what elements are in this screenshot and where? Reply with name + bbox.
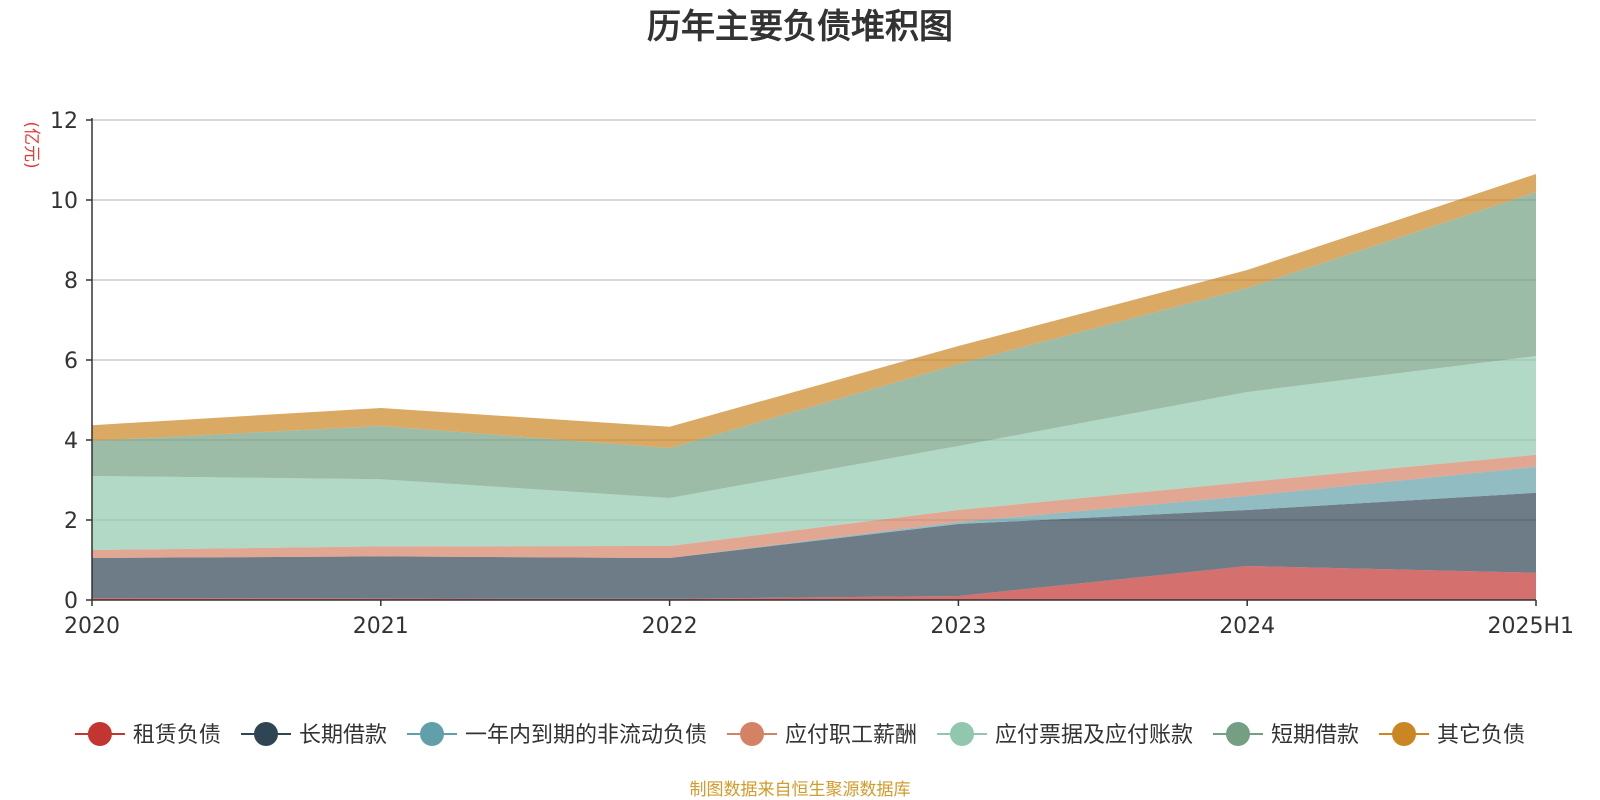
x-tick-label: 2021	[353, 614, 409, 639]
legend-item-3[interactable]: 应付职工薪酬	[727, 722, 917, 748]
y-tick-label: 2	[64, 509, 78, 534]
y-tick-label: 8	[64, 269, 78, 294]
legend-marker-icon	[950, 722, 974, 746]
legend-item-1[interactable]: 长期借款	[241, 722, 387, 748]
area-series-6	[92, 174, 1536, 448]
x-tick-label: 2023	[930, 614, 986, 639]
legend-item-2[interactable]: 一年内到期的非流动负债	[407, 722, 707, 748]
x-tick-label: 2020	[64, 614, 120, 639]
legend-label: 一年内到期的非流动负债	[465, 723, 707, 748]
axes	[86, 118, 1537, 606]
y-tick-label: 6	[64, 349, 78, 374]
legend-marker-icon	[87, 722, 112, 746]
legend-item-6[interactable]: 其它负债	[1379, 722, 1525, 748]
legend-label: 租赁负债	[133, 723, 221, 748]
y-axis-unit-label: (亿元)	[21, 121, 41, 168]
x-tick-label: 2024	[1219, 614, 1275, 639]
area-series-0	[92, 566, 1536, 600]
chart-title: 历年主要负债堆积图	[647, 7, 953, 47]
legend-marker-icon	[420, 722, 444, 746]
legend-marker-icon	[1226, 722, 1250, 746]
legend: 租赁负债 长期借款 一年内到期的非流动负债 应付职工薪酬 应付票据及应付账款 短期借款 其它…	[74, 722, 1525, 748]
legend-marker-icon	[1392, 722, 1416, 746]
y-axis-ticks: 0 2 4 6 8 10 12	[50, 109, 78, 614]
legend-label: 短期借款	[1271, 723, 1359, 748]
legend-item-4[interactable]: 应付票据及应付账款	[937, 722, 1193, 748]
source-note: 制图数据来自恒生聚源数据库	[690, 780, 911, 800]
area-series-4	[92, 356, 1536, 550]
y-tick-label: 10	[50, 189, 78, 214]
area-series-3	[92, 454, 1536, 558]
area-series-5	[92, 192, 1536, 498]
x-tick-label: 2025H1	[1487, 614, 1574, 639]
y-tick-label: 0	[64, 589, 78, 614]
y-tick-label: 4	[64, 429, 78, 454]
y-tick-label: 12	[50, 109, 78, 134]
area-series-1	[92, 492, 1536, 599]
legend-label: 应付票据及应付账款	[995, 723, 1193, 748]
stacked-areas	[92, 174, 1536, 600]
legend-label: 应付职工薪酬	[785, 723, 917, 748]
legend-marker-icon	[254, 722, 278, 746]
legend-marker-icon	[740, 722, 764, 746]
x-axis-ticks: 2020 2021 2022 2023 2024 2025H1	[64, 614, 1574, 639]
legend-label: 其它负债	[1437, 723, 1525, 748]
x-tick-label: 2022	[642, 614, 698, 639]
legend-item-5[interactable]: 短期借款	[1213, 722, 1359, 748]
legend-label: 长期借款	[299, 723, 387, 748]
legend-item-0[interactable]: 租赁负债	[74, 722, 221, 748]
